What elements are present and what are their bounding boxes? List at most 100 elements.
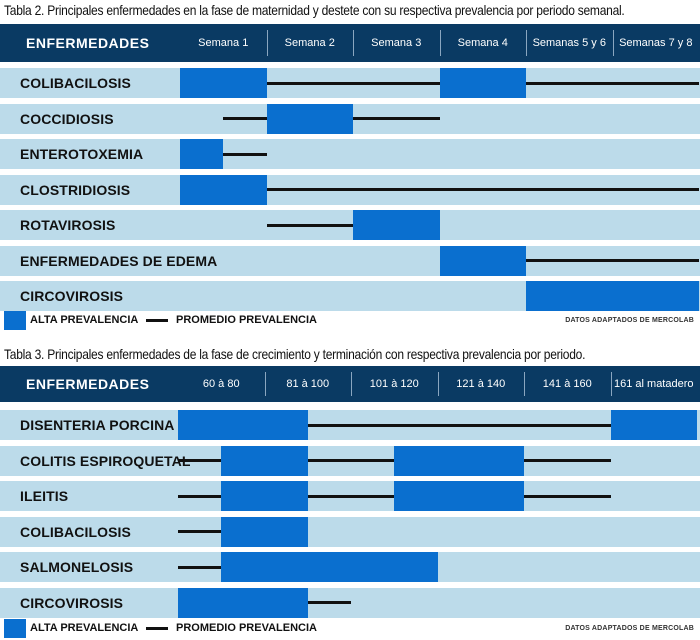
- legend: ALTA PREVALENCIA PROMEDIO PREVALENCIA DATO…: [0, 308, 700, 332]
- table-caption: Tabla 2. Principales enfermedades en la …: [4, 2, 625, 18]
- header-column-5: 141 à 160: [542, 378, 592, 390]
- average-prevalence-line: [178, 565, 222, 569]
- average-prevalence-line: [526, 81, 699, 85]
- average-prevalence-line: [307, 423, 611, 427]
- disease-name: DISENTERIA PORCINA: [20, 417, 175, 433]
- disease-name: COLIBACILOSIS: [20, 75, 131, 91]
- average-prevalence-line: [307, 494, 395, 498]
- high-prevalence-bar: [394, 445, 524, 476]
- high-prevalence-bar: [221, 445, 308, 476]
- header-separator: [612, 30, 614, 56]
- header-separator: [351, 372, 352, 396]
- high-prevalence-bar: [439, 245, 526, 276]
- high-prevalence-bar: [266, 103, 353, 134]
- header-column-3: 101 à 120: [369, 378, 419, 390]
- header-column-5: Semanas 5 y 6: [532, 37, 606, 49]
- average-prevalence-line: [524, 459, 611, 462]
- header-separator: [610, 372, 612, 396]
- legend-high-swatch: [4, 311, 26, 330]
- disease-name: COCCIDIOSIS: [20, 110, 114, 127]
- header-column-2: 81 à 100: [286, 378, 330, 390]
- average-prevalence-line: [223, 117, 267, 120]
- average-prevalence-line: [526, 259, 699, 262]
- disease-row: ENTEROTOXEMIA: [0, 139, 700, 169]
- average-prevalence-line: [307, 459, 395, 462]
- disease-row: CIRCOVIROSIS: [0, 587, 700, 618]
- disease-row: CIRCOVIROSIS: [0, 281, 700, 311]
- high-prevalence-bar: [180, 139, 224, 169]
- legend-average-swatch: [146, 627, 168, 630]
- header-column-3: Semana 3: [371, 37, 422, 49]
- disease-row: CLOSTRIDIOSIS: [0, 174, 700, 205]
- header-diseases-label: ENFERMEDADES: [26, 376, 150, 392]
- high-prevalence-bar: [353, 210, 440, 240]
- header-separator: [526, 30, 527, 56]
- disease-name: SALMONELOSIS: [20, 559, 134, 575]
- legend-average-swatch: [146, 319, 168, 322]
- disease-row: COCCIDIOSIS: [0, 103, 700, 134]
- disease-row: ROTAVIROSIS: [0, 210, 700, 240]
- average-prevalence-line: [266, 81, 440, 85]
- legend-average-label: PROMEDIO PREVALENCIA: [176, 622, 317, 634]
- legend-high-label: ALTA PREVALENCIA: [30, 622, 139, 634]
- disease-row: DISENTERIA PORCINA: [0, 410, 700, 440]
- table-header: ENFERMEDADES Semana 1 Semana 2 Semana 3 Sema…: [0, 24, 700, 62]
- high-prevalence-bar: [526, 281, 699, 311]
- disease-name: ENFERMEDADES DE EDEMA: [20, 252, 218, 269]
- high-prevalence-bar: [178, 410, 308, 440]
- average-prevalence-line: [353, 117, 440, 120]
- header-column-1: Semana 1: [198, 37, 249, 49]
- disease-row: COLIBACILOSIS: [0, 68, 700, 98]
- average-prevalence-line: [524, 494, 611, 498]
- header-column-4: 121 à 140: [456, 378, 506, 390]
- high-prevalence-bar: [610, 410, 697, 440]
- high-prevalence-bar: [180, 68, 267, 98]
- header-column-6: Semanas 7 y 8: [619, 37, 693, 49]
- header-separator: [524, 372, 525, 396]
- disease-row: COLITIS ESPIROQUETAL: [0, 445, 700, 476]
- header-column-4: Semana 4: [457, 37, 508, 49]
- average-prevalence-line: [266, 188, 699, 191]
- disease-row: ENFERMEDADES DE EDEMA: [0, 245, 700, 276]
- header-diseases-label: ENFERMEDADES: [26, 35, 150, 51]
- high-prevalence-bar: [178, 587, 308, 618]
- disease-name: CIRCOVIROSIS: [20, 594, 124, 611]
- disease-name: ENTEROTOXEMIA: [20, 146, 144, 162]
- average-prevalence-line: [178, 494, 222, 498]
- high-prevalence-bar: [439, 68, 526, 98]
- disease-row: SALMONELOSIS: [0, 552, 700, 582]
- disease-name: ROTAVIROSIS: [20, 217, 116, 233]
- data-source-note: DATOS ADAPTADOS DE MERCOLAB: [565, 624, 694, 632]
- disease-row: COLIBACILOSIS: [0, 516, 700, 547]
- disease-row: ILEITIS: [0, 481, 700, 511]
- header-column-1: 60 à 80: [202, 378, 240, 390]
- disease-name: COLITIS ESPIROQUETAL: [20, 452, 191, 469]
- high-prevalence-bar: [221, 516, 308, 547]
- header-separator: [264, 372, 266, 396]
- disease-name: CLOSTRIDIOSIS: [20, 181, 131, 198]
- legend-average-label: PROMEDIO PREVALENCIA: [176, 314, 317, 326]
- average-prevalence-line: [178, 459, 222, 462]
- high-prevalence-bar: [394, 481, 524, 511]
- disease-name: COLIBACILOSIS: [20, 523, 131, 540]
- data-source-note: DATOS ADAPTADOS DE MERCOLAB: [565, 316, 694, 324]
- average-prevalence-line: [223, 152, 267, 156]
- header-column-6: 161 al matadero: [614, 378, 694, 390]
- average-prevalence-line: [307, 601, 351, 604]
- high-prevalence-bar: [221, 552, 438, 582]
- header-separator: [353, 30, 354, 56]
- header-column-2: Semana 2: [284, 37, 335, 49]
- high-prevalence-bar: [221, 481, 308, 511]
- legend-high-label: ALTA PREVALENCIA: [30, 314, 139, 326]
- table-caption: Tabla 3. Principales enfermedades de la …: [4, 346, 586, 362]
- high-prevalence-bar: [180, 174, 267, 205]
- average-prevalence-line: [266, 223, 353, 227]
- header-separator: [437, 372, 439, 396]
- header-separator: [439, 30, 441, 56]
- header-separator: [266, 30, 268, 56]
- table-header: ENFERMEDADES 60 à 80 81 à 100 101 à 120 121 …: [0, 366, 700, 402]
- legend: ALTA PREVALENCIA PROMEDIO PREVALENCIA DATO…: [0, 616, 700, 640]
- disease-name: CIRCOVIROSIS: [20, 288, 124, 304]
- disease-name: ILEITIS: [20, 488, 69, 504]
- legend-high-swatch: [4, 619, 26, 638]
